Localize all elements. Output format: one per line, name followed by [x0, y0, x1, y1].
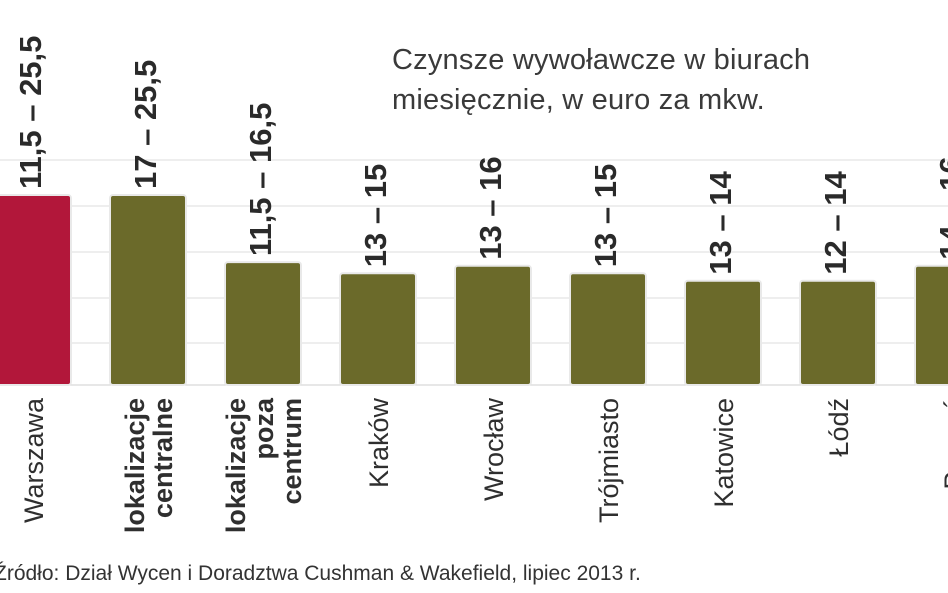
bar-7	[799, 279, 877, 387]
value-label-1: 17 – 25,5	[128, 60, 163, 189]
bar-3	[339, 272, 417, 386]
category-label-2-0: lokalizacje	[221, 398, 251, 533]
value-label-7: 12 – 14	[818, 171, 853, 275]
chart-title-line-2: miesięcznie, w euro za mkw.	[392, 84, 765, 116]
value-label-3: 13 – 15	[358, 164, 393, 267]
category-label-8-0: Poznań	[939, 398, 948, 490]
category-label-0-0: Warszawa	[19, 397, 49, 523]
value-label-2: 11,5 – 16,5	[243, 103, 278, 256]
chart-title-line-1: Czynsze wywoławcze w biurach	[392, 44, 811, 76]
bar-8	[914, 264, 948, 386]
bar-5	[569, 272, 647, 386]
source-note: Źródło: Dział Wycen i Doradztwa Cushman …	[0, 562, 641, 585]
value-label-0: 11,5 – 25,5	[13, 36, 48, 189]
category-label-7-0: Łódź	[824, 398, 854, 457]
category-label-5-0: Trójmiasto	[594, 398, 624, 523]
bar-6	[684, 279, 762, 387]
category-label-3-0: Kraków	[364, 397, 394, 488]
bar-2	[224, 261, 302, 387]
bar-0	[0, 194, 72, 386]
category-label-2-2: centrum	[277, 398, 307, 505]
category-label-1-0: lokalizacje	[120, 398, 150, 533]
category-label-6-0: Katowice	[709, 398, 739, 508]
value-label-6: 13 – 14	[703, 171, 738, 275]
value-label-4: 13 – 16	[473, 156, 508, 259]
category-label-2-1: poza	[249, 397, 279, 459]
value-label-8: 14 – 16	[933, 156, 948, 259]
bar-1	[109, 194, 187, 386]
bar-4	[454, 264, 532, 386]
category-label-4-0: Wrocław	[479, 398, 509, 502]
value-label-5: 13 – 15	[588, 164, 623, 267]
category-label-1-1: centralne	[148, 398, 178, 518]
